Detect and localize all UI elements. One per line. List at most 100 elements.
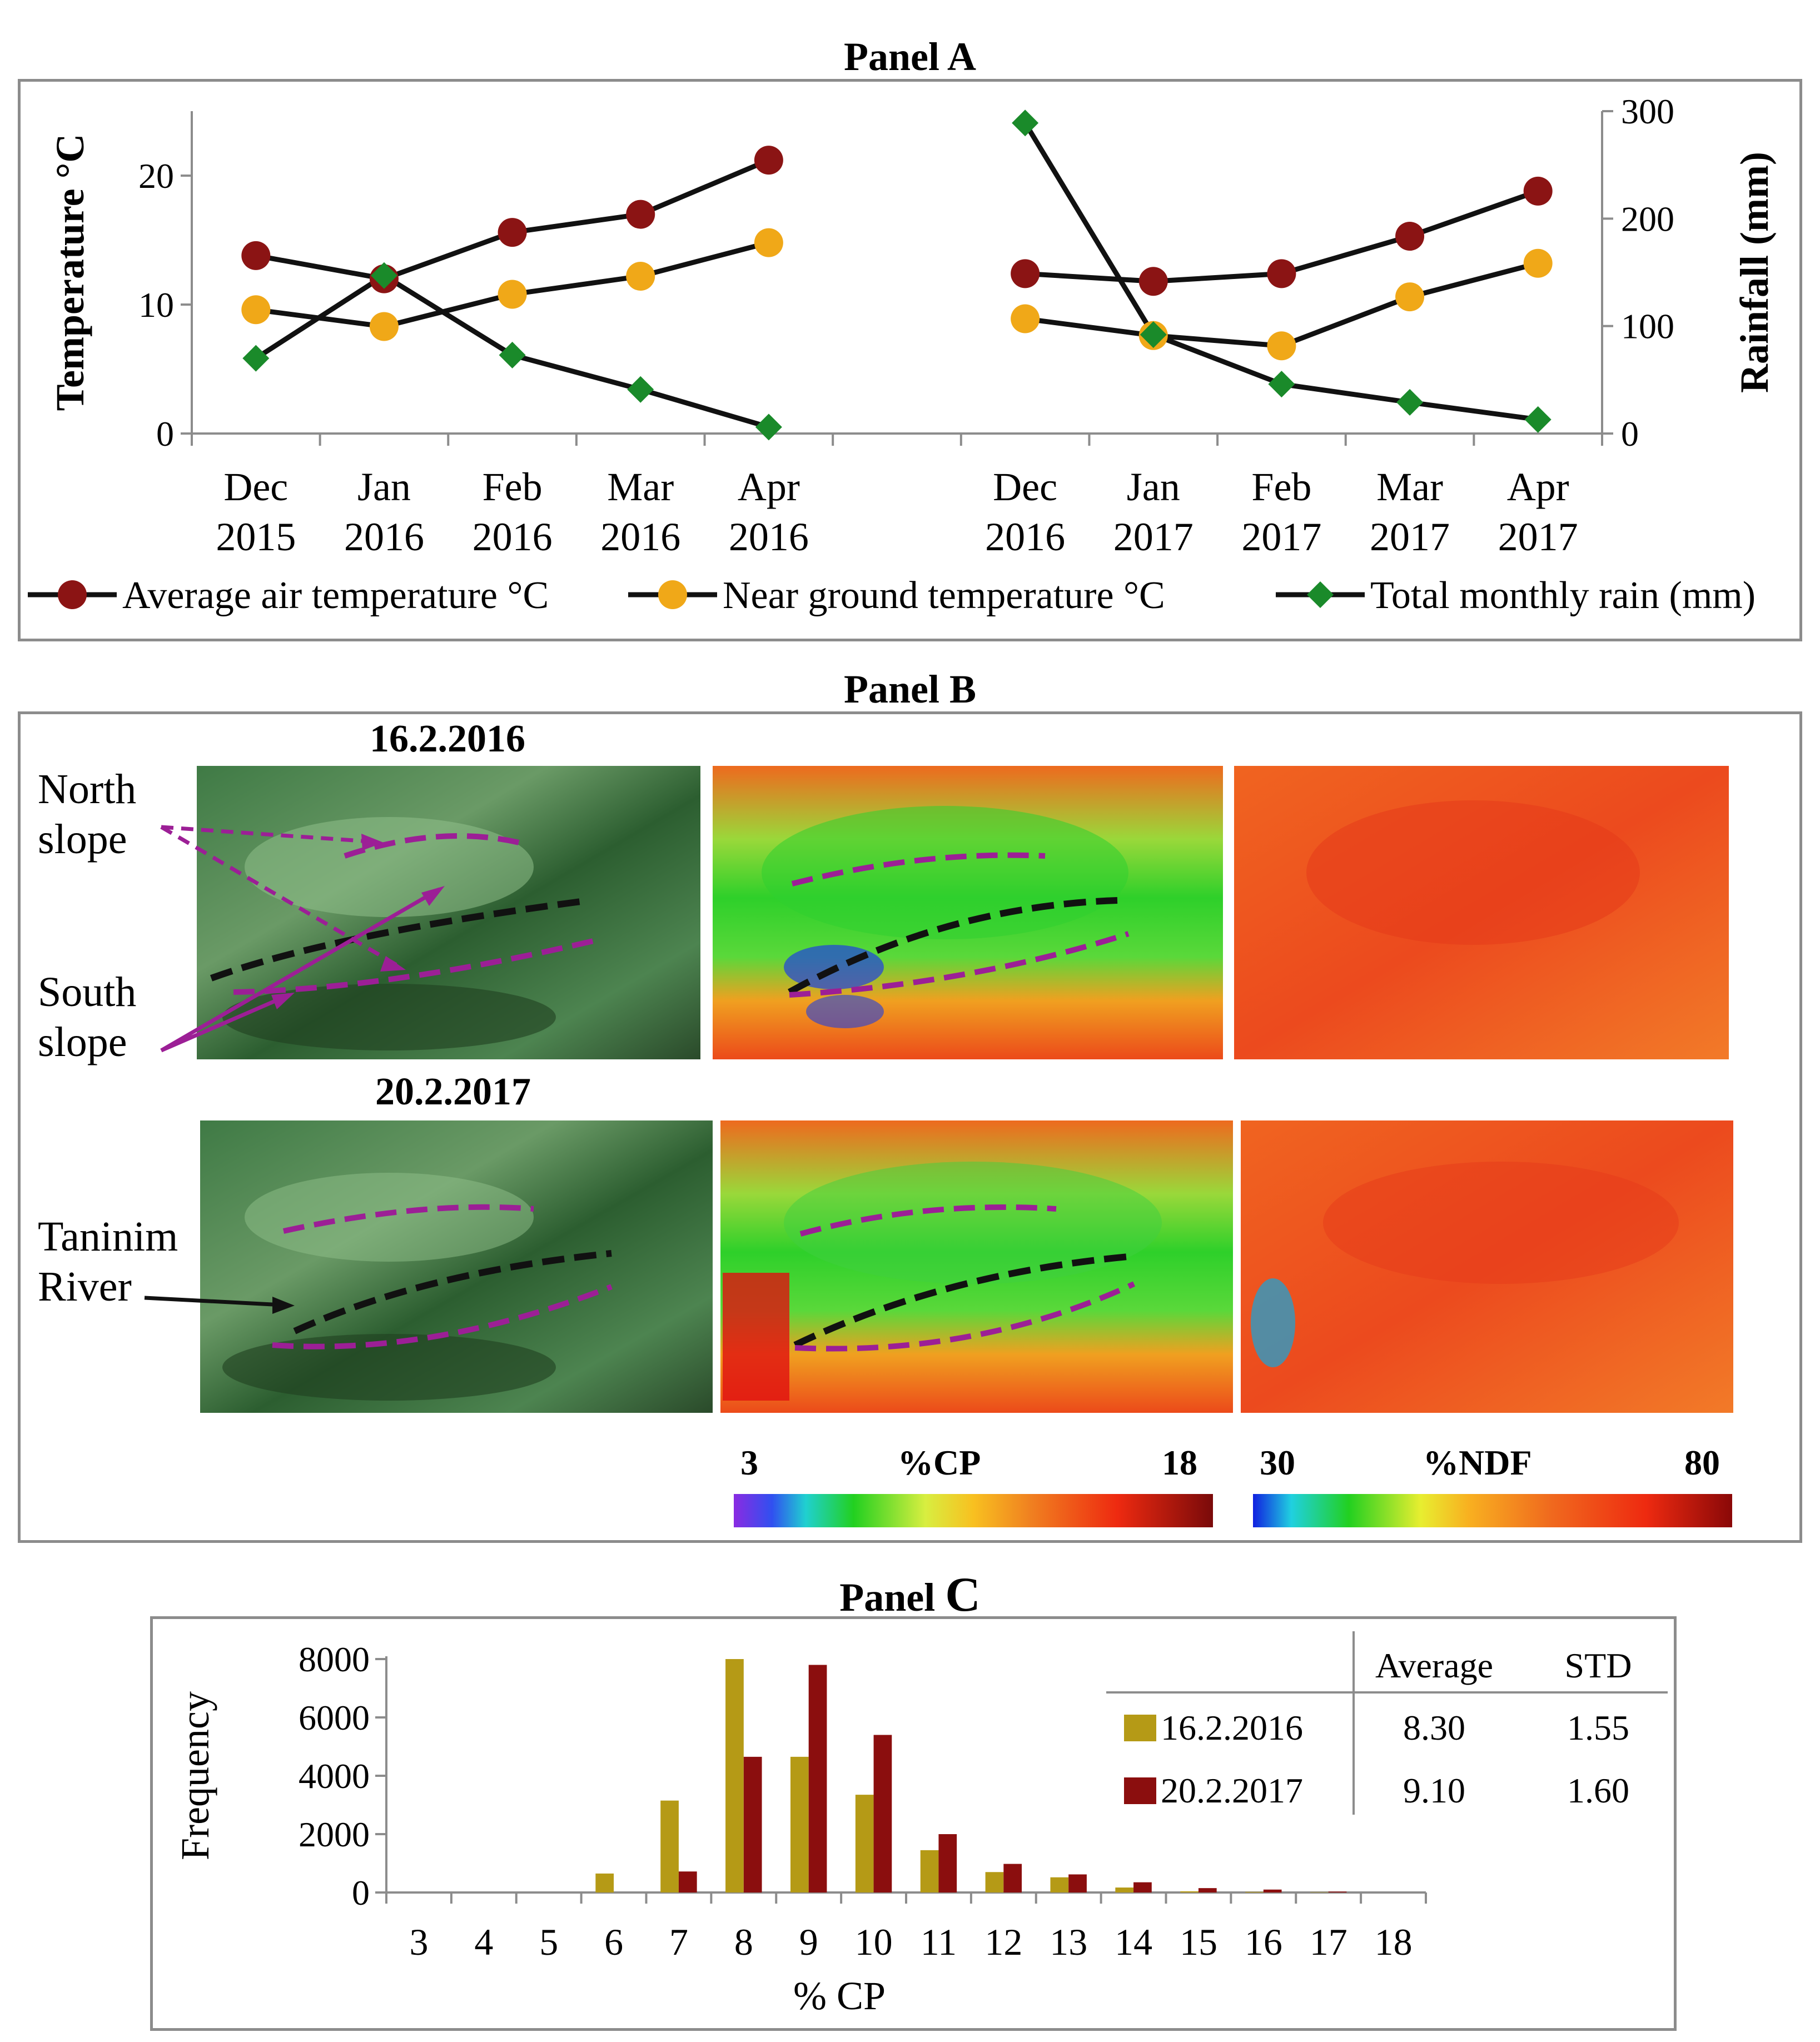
bar: [1198, 1888, 1217, 1892]
x-tick-label-year: 2016: [600, 515, 680, 559]
x-tick-label: 13: [1050, 1921, 1087, 1963]
data-point: [754, 228, 783, 257]
bar: [1115, 1887, 1134, 1892]
bar: [1068, 1874, 1087, 1892]
x-tick-label-year: 2016: [473, 515, 553, 559]
y-axis-title: Temperature °C: [48, 134, 92, 411]
x-tick-label: 7: [669, 1921, 688, 1963]
table-average-value: 9.10: [1403, 1771, 1465, 1810]
data-point: [754, 146, 783, 175]
x-tick-label: 17: [1310, 1921, 1347, 1963]
bar: [1003, 1864, 1022, 1892]
data-point: [1140, 321, 1167, 348]
table-header-average: Average: [1375, 1646, 1493, 1685]
panel-a-frame: [18, 79, 1802, 641]
bar: [743, 1756, 762, 1892]
bar: [873, 1735, 892, 1892]
x-axis-title: % CP: [793, 1974, 886, 2018]
bar: [808, 1665, 827, 1892]
data-point: [1138, 267, 1168, 296]
x-tick-label-year: 2015: [216, 515, 296, 559]
y-tick-label: 4000: [299, 1756, 370, 1796]
x-tick-label-year: 2017: [1498, 515, 1578, 559]
y2-tick-label: 200: [1621, 199, 1674, 238]
table-std-value: 1.60: [1567, 1771, 1629, 1810]
y-tick-label: 0: [156, 414, 174, 454]
x-tick-label-month: Feb: [483, 465, 543, 509]
panel-c-title: Panel C: [839, 1568, 981, 1622]
south-slope-label: South slope: [38, 967, 136, 1067]
date-2016-label: 16.2.2016: [370, 718, 525, 760]
panel-c-letter: C: [945, 1568, 981, 1622]
x-tick-label-month: Mar: [607, 465, 674, 509]
south-slope-line1: South: [38, 969, 137, 1015]
x-tick-label-year: 2016: [729, 515, 809, 559]
data-point: [1012, 109, 1039, 137]
data-point: [1267, 259, 1296, 288]
y-tick-label: 8000: [299, 1640, 370, 1679]
x-tick-label: 5: [539, 1921, 558, 1963]
north-slope-label: North slope: [38, 764, 136, 864]
data-point: [755, 414, 782, 441]
cp-color-scale: [734, 1494, 1213, 1527]
table-header-std: STD: [1565, 1646, 1632, 1685]
data-point: [1267, 331, 1296, 361]
legend-label: Near ground temperature °C: [723, 574, 1165, 617]
x-tick-label: 10: [855, 1921, 893, 1963]
table-row-label: 20.2.2017: [1161, 1771, 1303, 1810]
data-point: [241, 295, 271, 325]
bar: [660, 1800, 679, 1892]
data-point: [498, 280, 527, 309]
data-point: [241, 241, 271, 270]
x-tick-label-year: 2017: [1113, 515, 1194, 559]
x-tick-label: 8: [734, 1921, 753, 1963]
y2-tick-label: 0: [1621, 414, 1639, 454]
x-tick-label: 18: [1375, 1921, 1413, 1963]
legend-label: Total monthly rain (mm): [1370, 574, 1756, 617]
data-point: [1011, 304, 1040, 333]
x-tick-label-year: 2016: [985, 515, 1065, 559]
data-point: [626, 261, 655, 291]
data-point: [1523, 176, 1553, 206]
x-tick-label: 15: [1180, 1921, 1217, 1963]
data-point: [499, 341, 526, 368]
x-tick-label-month: Dec: [993, 465, 1057, 509]
bar: [985, 1872, 1004, 1892]
bar: [1328, 1891, 1347, 1892]
south-slope-line2: slope: [38, 1019, 127, 1065]
x-tick-label: 4: [474, 1921, 493, 1963]
bar: [920, 1850, 939, 1892]
y-tick-label: 0: [352, 1873, 370, 1912]
legend-marker: [1307, 581, 1334, 608]
x-tick-label: 3: [409, 1921, 428, 1963]
bar: [595, 1873, 614, 1892]
legend-marker: [58, 580, 87, 609]
x-tick-label-month: Jan: [1127, 465, 1180, 509]
data-point: [627, 376, 654, 403]
x-tick-label: 11: [921, 1921, 957, 1963]
cp-scale-max: 18: [1162, 1443, 1197, 1482]
data-point: [1268, 371, 1295, 398]
panel-b-title: Panel B: [843, 667, 976, 711]
bar: [678, 1871, 697, 1892]
river-label-line2: River: [38, 1263, 132, 1310]
x-tick-label-month: Mar: [1376, 465, 1443, 509]
x-tick-label: 14: [1115, 1921, 1152, 1963]
cp-scale-min: 3: [740, 1443, 758, 1482]
x-tick-label-month: Apr: [738, 465, 800, 509]
river-label-line1: Taninim: [38, 1213, 178, 1260]
x-tick-label-year: 2016: [344, 515, 424, 559]
ndf-scale-min: 30: [1260, 1443, 1295, 1482]
data-point: [369, 312, 399, 341]
y-tick-label: 6000: [299, 1698, 370, 1737]
bar: [1133, 1882, 1152, 1892]
data-point: [242, 345, 270, 372]
ndf-scale-label: %NDF: [1423, 1443, 1532, 1482]
bar: [725, 1659, 744, 1892]
data-point: [626, 200, 655, 229]
north-slope-line2: slope: [38, 816, 127, 863]
table-legend-swatch: [1124, 1777, 1156, 1804]
y2-tick-label: 300: [1621, 92, 1674, 131]
data-point: [370, 262, 397, 289]
